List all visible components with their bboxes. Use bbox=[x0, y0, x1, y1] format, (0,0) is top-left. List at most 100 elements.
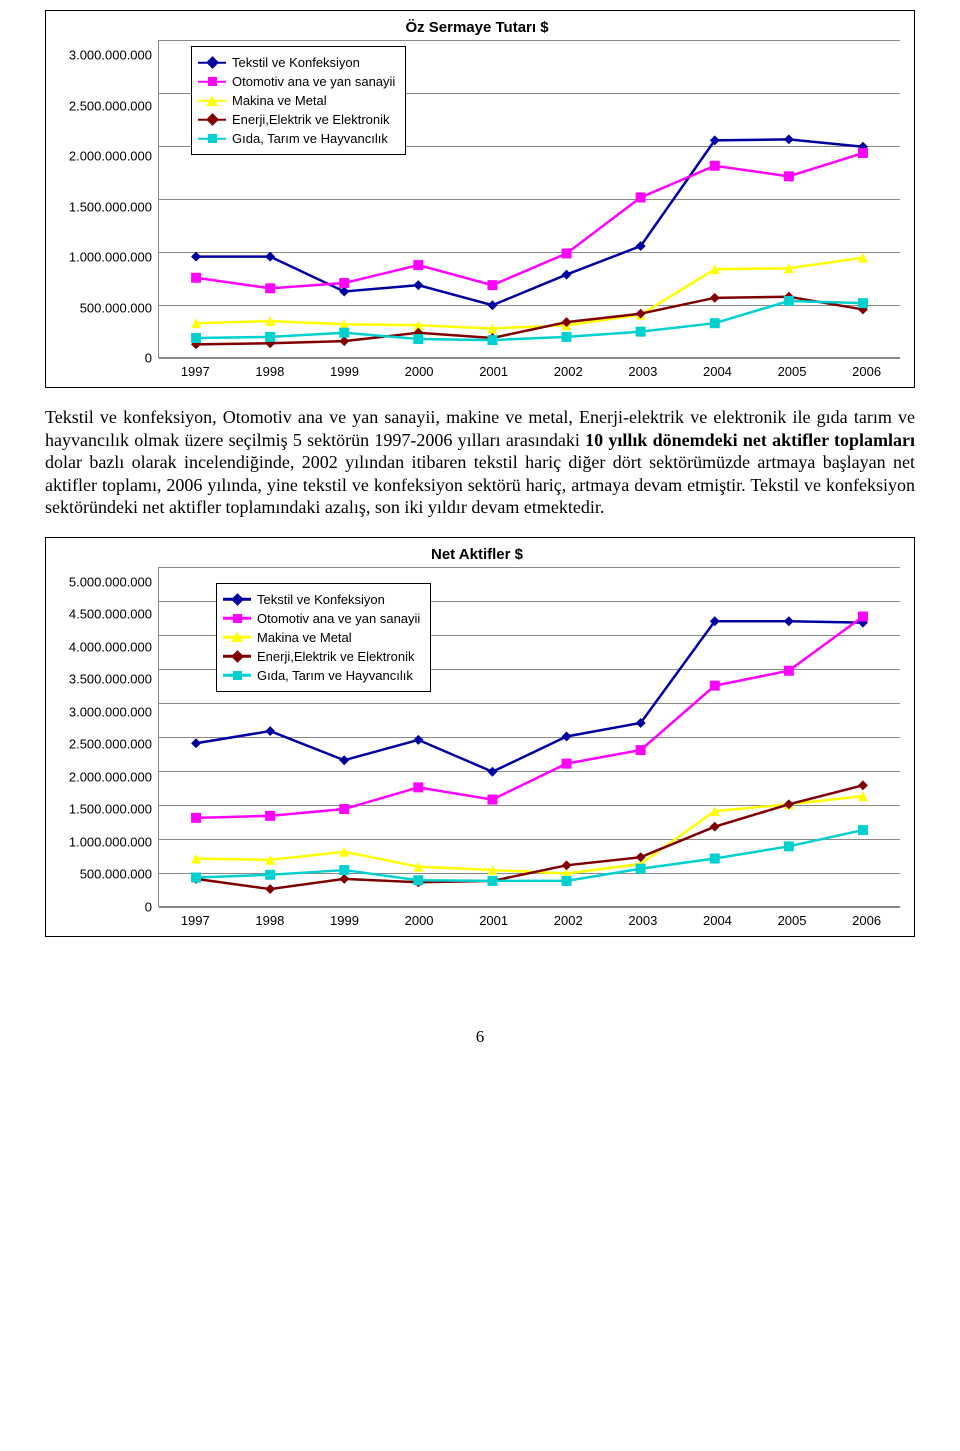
y-tick-label: 3.000.000.000 bbox=[69, 48, 152, 63]
series-marker bbox=[858, 148, 868, 158]
y-tick-label: 500.000.000 bbox=[80, 867, 152, 882]
series-marker bbox=[413, 734, 423, 744]
x-tick-label: 2006 bbox=[829, 913, 904, 928]
x-tick-label: 2001 bbox=[456, 364, 531, 379]
y-tick-label: 1.500.000.000 bbox=[69, 199, 152, 214]
diamond-marker-icon bbox=[206, 113, 219, 126]
legend-item: Tekstil ve Konfeksiyon bbox=[198, 53, 395, 72]
series-marker bbox=[487, 875, 497, 885]
legend-swatch bbox=[198, 132, 226, 146]
series-marker bbox=[487, 766, 497, 776]
series-line bbox=[196, 301, 863, 340]
series-marker bbox=[710, 821, 720, 831]
series-marker bbox=[784, 616, 794, 626]
square-marker-icon bbox=[233, 671, 242, 680]
x-tick-label: 1998 bbox=[233, 364, 308, 379]
chart1-x-axis: 1997199819992000200120022003200420052006 bbox=[158, 364, 904, 379]
series-marker bbox=[339, 865, 349, 875]
legend-label: Gıda, Tarım ve Hayvancılık bbox=[232, 131, 388, 146]
series-marker bbox=[710, 161, 720, 171]
series-marker bbox=[191, 273, 201, 283]
series-marker bbox=[265, 884, 275, 894]
series-marker bbox=[487, 794, 497, 804]
series-marker bbox=[191, 252, 201, 262]
legend-label: Enerji,Elektrik ve Elektronik bbox=[257, 649, 415, 664]
series-marker bbox=[858, 298, 868, 308]
x-tick-label: 2004 bbox=[680, 913, 755, 928]
legend-item: Tekstil ve Konfeksiyon bbox=[223, 590, 420, 609]
x-tick-label: 2000 bbox=[382, 913, 457, 928]
series-marker bbox=[784, 841, 794, 851]
legend-item: Gıda, Tarım ve Hayvancılık bbox=[198, 129, 395, 148]
legend-item: Enerji,Elektrik ve Elektronik bbox=[223, 647, 420, 666]
y-tick-label: 4.000.000.000 bbox=[69, 639, 152, 654]
chart1-legend: Tekstil ve Konfeksiyon Otomotiv ana ve ya… bbox=[191, 46, 406, 155]
x-tick-label: 2000 bbox=[382, 364, 457, 379]
legend-label: Enerji,Elektrik ve Elektronik bbox=[232, 112, 390, 127]
series-marker bbox=[265, 332, 275, 342]
legend-item: Makina ve Metal bbox=[198, 91, 395, 110]
legend-swatch bbox=[223, 611, 251, 625]
x-tick-label: 2002 bbox=[531, 364, 606, 379]
square-marker-icon bbox=[233, 614, 242, 623]
y-tick-label: 2.500.000.000 bbox=[69, 98, 152, 113]
legend-label: Makina ve Metal bbox=[232, 93, 327, 108]
series-marker bbox=[784, 134, 794, 144]
y-tick-label: 3.000.000.000 bbox=[69, 704, 152, 719]
bold-phrase: 10 yıllık dönemdeki net aktifler toplaml… bbox=[585, 430, 915, 450]
x-tick-label: 2005 bbox=[755, 364, 830, 379]
page-number: 6 bbox=[0, 1027, 960, 1047]
square-marker-icon bbox=[208, 77, 217, 86]
chart2-legend: Tekstil ve Konfeksiyon Otomotiv ana ve ya… bbox=[216, 583, 431, 692]
y-tick-label: 2.500.000.000 bbox=[69, 737, 152, 752]
legend-label: Tekstil ve Konfeksiyon bbox=[232, 55, 360, 70]
legend-label: Otomotiv ana ve yan sanayii bbox=[232, 74, 395, 89]
series-marker bbox=[562, 270, 572, 280]
legend-label: Makina ve Metal bbox=[257, 630, 352, 645]
chart-net-aktifler: Net Aktifler $ 5.000.000.0004.500.000.00… bbox=[45, 537, 915, 937]
x-tick-label: 2006 bbox=[829, 364, 904, 379]
legend-item: Otomotiv ana ve yan sanayii bbox=[198, 72, 395, 91]
series-marker bbox=[636, 745, 646, 755]
gridline bbox=[159, 907, 900, 908]
legend-label: Tekstil ve Konfeksiyon bbox=[257, 592, 385, 607]
series-marker bbox=[265, 869, 275, 879]
chart2-y-axis: 5.000.000.0004.500.000.0004.000.000.0003… bbox=[50, 567, 158, 907]
series-marker bbox=[265, 252, 275, 262]
gridline bbox=[159, 358, 900, 359]
legend-item: Otomotiv ana ve yan sanayii bbox=[223, 609, 420, 628]
legend-swatch bbox=[223, 630, 251, 644]
y-tick-label: 0 bbox=[145, 351, 152, 366]
chart2-x-axis: 1997199819992000200120022003200420052006 bbox=[158, 913, 904, 928]
y-tick-label: 3.500.000.000 bbox=[69, 672, 152, 687]
series-marker bbox=[191, 812, 201, 822]
x-tick-label: 2002 bbox=[531, 913, 606, 928]
series-marker bbox=[487, 335, 497, 345]
legend-swatch bbox=[198, 75, 226, 89]
y-tick-label: 2.000.000.000 bbox=[69, 769, 152, 784]
series-marker bbox=[265, 283, 275, 293]
legend-item: Enerji,Elektrik ve Elektronik bbox=[198, 110, 395, 129]
series-marker bbox=[562, 860, 572, 870]
series-marker bbox=[265, 726, 275, 736]
series-marker bbox=[487, 300, 497, 310]
series-marker bbox=[562, 758, 572, 768]
diamond-marker-icon bbox=[231, 650, 244, 663]
series-marker bbox=[191, 872, 201, 882]
series-marker bbox=[562, 731, 572, 741]
y-tick-label: 1.000.000.000 bbox=[69, 834, 152, 849]
series-marker bbox=[191, 738, 201, 748]
series-marker bbox=[265, 810, 275, 820]
series-marker bbox=[858, 780, 868, 790]
chart2-title: Net Aktifler $ bbox=[50, 546, 904, 563]
triangle-marker-icon bbox=[206, 96, 218, 106]
y-tick-label: 1.000.000.000 bbox=[69, 250, 152, 265]
x-tick-label: 1999 bbox=[307, 913, 382, 928]
series-line bbox=[196, 297, 863, 345]
chart-oz-sermaye: Öz Sermaye Tutarı $ 3.000.000.0002.500.0… bbox=[45, 10, 915, 388]
series-marker bbox=[191, 333, 201, 343]
x-tick-label: 2003 bbox=[606, 913, 681, 928]
series-marker bbox=[710, 318, 720, 328]
y-tick-label: 1.500.000.000 bbox=[69, 802, 152, 817]
series-marker bbox=[858, 825, 868, 835]
